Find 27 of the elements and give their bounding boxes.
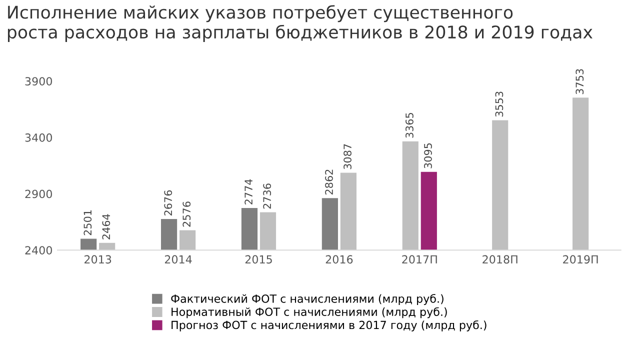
- data-label: 2736: [263, 184, 272, 209]
- y-tick-label: 2900: [25, 190, 52, 198]
- x-tick-label: 2013: [84, 255, 112, 264]
- data-label: 2501: [84, 210, 92, 236]
- legend-label: Фактический ФОТ с начислениями (млрд руб.): [171, 294, 444, 306]
- chart-title: Исполнение майских указов потребует существенного роста расходов на зарплаты бюджетников в 2018 и 2019 годах: [8, 5, 592, 42]
- data-label: 3087: [344, 144, 352, 170]
- data-label: 2464: [102, 214, 110, 240]
- x-tick-label: 2016: [326, 255, 353, 264]
- y-tick-label: 3400: [25, 133, 52, 142]
- y-tick-label: 3900: [25, 77, 52, 86]
- data-label: 3365: [406, 112, 414, 138]
- legend-label: Нормативный ФОТ с начислениями (млрд руб.): [172, 307, 447, 318]
- data-label: 2576: [182, 202, 191, 227]
- data-label: 3095: [424, 143, 432, 168]
- x-tick-label: 2019П: [563, 255, 598, 264]
- x-tick-label: 2015: [245, 255, 272, 264]
- y-tick-label: 2400: [25, 246, 52, 254]
- x-tick-label: 2017П: [402, 255, 437, 264]
- data-label: 3753: [576, 69, 584, 94]
- data-label: 2862: [325, 170, 333, 194]
- data-label: 3553: [495, 92, 504, 117]
- legend-label: Прогноз ФОТ с начислениями в 2017 году (млрд руб.): [172, 320, 486, 332]
- x-tick-label: 2014: [164, 255, 192, 264]
- data-label: 2676: [164, 190, 172, 216]
- x-tick-label: 2018П: [482, 255, 518, 264]
- data-label: 2774: [244, 179, 252, 204]
